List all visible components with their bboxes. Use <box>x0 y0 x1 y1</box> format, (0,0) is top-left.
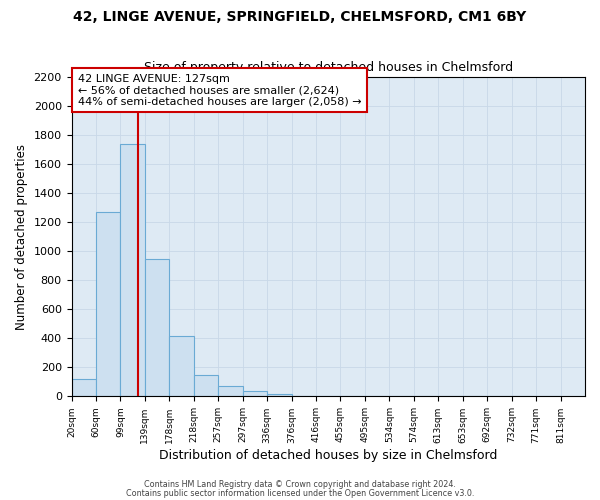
Text: 42, LINGE AVENUE, SPRINGFIELD, CHELMSFORD, CM1 6BY: 42, LINGE AVENUE, SPRINGFIELD, CHELMSFOR… <box>73 10 527 24</box>
Bar <box>169 336 194 396</box>
Bar <box>242 392 267 396</box>
Y-axis label: Number of detached properties: Number of detached properties <box>15 144 28 330</box>
Bar <box>218 386 242 396</box>
Text: Contains HM Land Registry data © Crown copyright and database right 2024.: Contains HM Land Registry data © Crown c… <box>144 480 456 489</box>
Bar <box>145 258 169 396</box>
X-axis label: Distribution of detached houses by size in Chelmsford: Distribution of detached houses by size … <box>159 450 497 462</box>
Text: 42 LINGE AVENUE: 127sqm
← 56% of detached houses are smaller (2,624)
44% of semi: 42 LINGE AVENUE: 127sqm ← 56% of detache… <box>77 74 361 106</box>
Text: Contains public sector information licensed under the Open Government Licence v3: Contains public sector information licen… <box>126 488 474 498</box>
Bar <box>96 212 121 396</box>
Bar <box>121 144 145 397</box>
Title: Size of property relative to detached houses in Chelmsford: Size of property relative to detached ho… <box>144 62 513 74</box>
Bar <box>71 379 96 396</box>
Bar <box>267 394 292 396</box>
Bar <box>194 374 218 396</box>
